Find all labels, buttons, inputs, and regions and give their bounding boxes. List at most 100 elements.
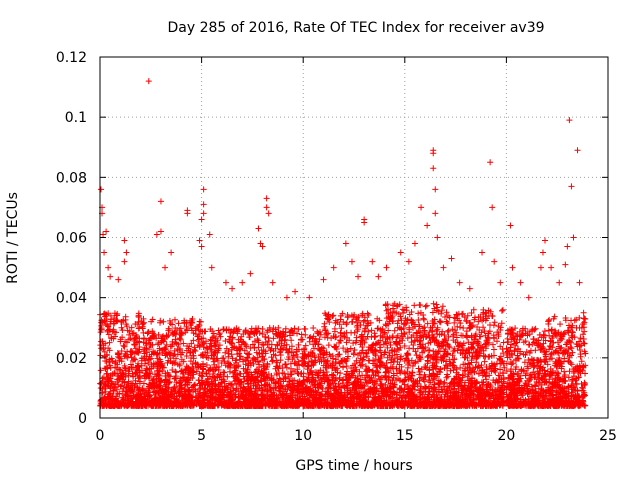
data-point bbox=[481, 358, 488, 365]
data-point bbox=[102, 365, 109, 372]
data-point bbox=[115, 381, 122, 388]
data-point bbox=[105, 323, 112, 330]
data-point bbox=[125, 378, 132, 385]
data-point bbox=[116, 390, 123, 397]
data-point bbox=[125, 368, 132, 375]
data-point bbox=[103, 370, 110, 377]
data-point bbox=[200, 339, 207, 346]
data-point bbox=[107, 327, 114, 334]
data-point bbox=[136, 387, 143, 394]
data-point bbox=[491, 319, 498, 326]
data-point bbox=[210, 358, 217, 365]
data-point bbox=[122, 365, 129, 372]
data-point bbox=[394, 345, 401, 352]
data-point bbox=[188, 319, 195, 326]
data-point bbox=[128, 348, 135, 355]
data-point bbox=[106, 347, 113, 354]
data-point bbox=[480, 324, 487, 331]
data-point bbox=[117, 338, 124, 345]
data-points bbox=[97, 78, 589, 409]
data-point bbox=[498, 320, 505, 327]
data-point bbox=[265, 335, 272, 342]
data-point bbox=[120, 342, 127, 349]
data-point bbox=[145, 329, 152, 336]
data-point bbox=[368, 327, 375, 334]
data-point bbox=[105, 331, 112, 338]
data-point bbox=[107, 312, 114, 319]
data-point bbox=[136, 324, 143, 331]
data-point bbox=[411, 302, 418, 309]
data-point bbox=[121, 343, 128, 350]
data-point bbox=[426, 334, 433, 341]
data-point bbox=[106, 359, 113, 366]
data-point bbox=[118, 382, 125, 389]
data-point bbox=[106, 339, 113, 346]
data-point bbox=[171, 351, 178, 358]
data-point bbox=[122, 313, 129, 320]
data-point bbox=[108, 335, 115, 342]
chart-title: Day 285 of 2016, Rate Of TEC Index for r… bbox=[167, 20, 544, 36]
data-point bbox=[98, 317, 105, 324]
data-point bbox=[265, 338, 272, 345]
data-point bbox=[104, 322, 111, 329]
data-point bbox=[398, 325, 405, 332]
data-point bbox=[340, 364, 347, 371]
data-point bbox=[391, 327, 398, 334]
data-point bbox=[127, 351, 134, 358]
data-point bbox=[331, 328, 338, 335]
data-point bbox=[310, 324, 317, 331]
data-point bbox=[118, 358, 125, 365]
data-point bbox=[445, 327, 452, 334]
data-point bbox=[259, 326, 266, 333]
data-point bbox=[106, 356, 113, 363]
data-point bbox=[160, 318, 167, 325]
data-point bbox=[128, 354, 135, 361]
data-point bbox=[123, 339, 130, 346]
data-point bbox=[325, 342, 332, 349]
data-point bbox=[437, 318, 444, 325]
data-point bbox=[129, 357, 136, 364]
data-point bbox=[116, 354, 123, 361]
data-point bbox=[347, 345, 354, 352]
data-point bbox=[119, 394, 126, 401]
data-point bbox=[490, 322, 497, 329]
data-point bbox=[220, 326, 227, 333]
data-point bbox=[135, 319, 142, 326]
data-point bbox=[465, 360, 472, 367]
data-point bbox=[456, 324, 463, 331]
data-point bbox=[425, 352, 432, 359]
data-point bbox=[490, 346, 497, 353]
data-point bbox=[365, 328, 372, 335]
data-point bbox=[422, 303, 429, 310]
data-point bbox=[127, 388, 134, 395]
data-point bbox=[121, 364, 128, 371]
data-point bbox=[172, 368, 179, 375]
data-point bbox=[426, 347, 433, 354]
data-point bbox=[494, 338, 501, 345]
data-point bbox=[416, 338, 423, 345]
data-point bbox=[113, 316, 120, 323]
data-point bbox=[458, 311, 465, 318]
data-point bbox=[421, 316, 428, 323]
data-point bbox=[118, 318, 125, 325]
data-point bbox=[337, 337, 344, 344]
data-point bbox=[351, 346, 358, 353]
data-point bbox=[135, 349, 142, 356]
data-point bbox=[439, 303, 446, 310]
data-point bbox=[437, 319, 444, 326]
data-point bbox=[128, 324, 135, 331]
data-point bbox=[434, 304, 441, 311]
data-point bbox=[98, 338, 105, 345]
data-point bbox=[171, 316, 178, 323]
data-point bbox=[498, 307, 505, 314]
grid-lines bbox=[100, 57, 608, 418]
data-point bbox=[119, 378, 126, 385]
data-point bbox=[301, 325, 308, 332]
data-point bbox=[140, 329, 147, 336]
data-point bbox=[127, 361, 134, 368]
data-point bbox=[372, 333, 379, 340]
data-point bbox=[368, 333, 375, 340]
data-point bbox=[237, 370, 244, 377]
data-point bbox=[130, 388, 137, 395]
